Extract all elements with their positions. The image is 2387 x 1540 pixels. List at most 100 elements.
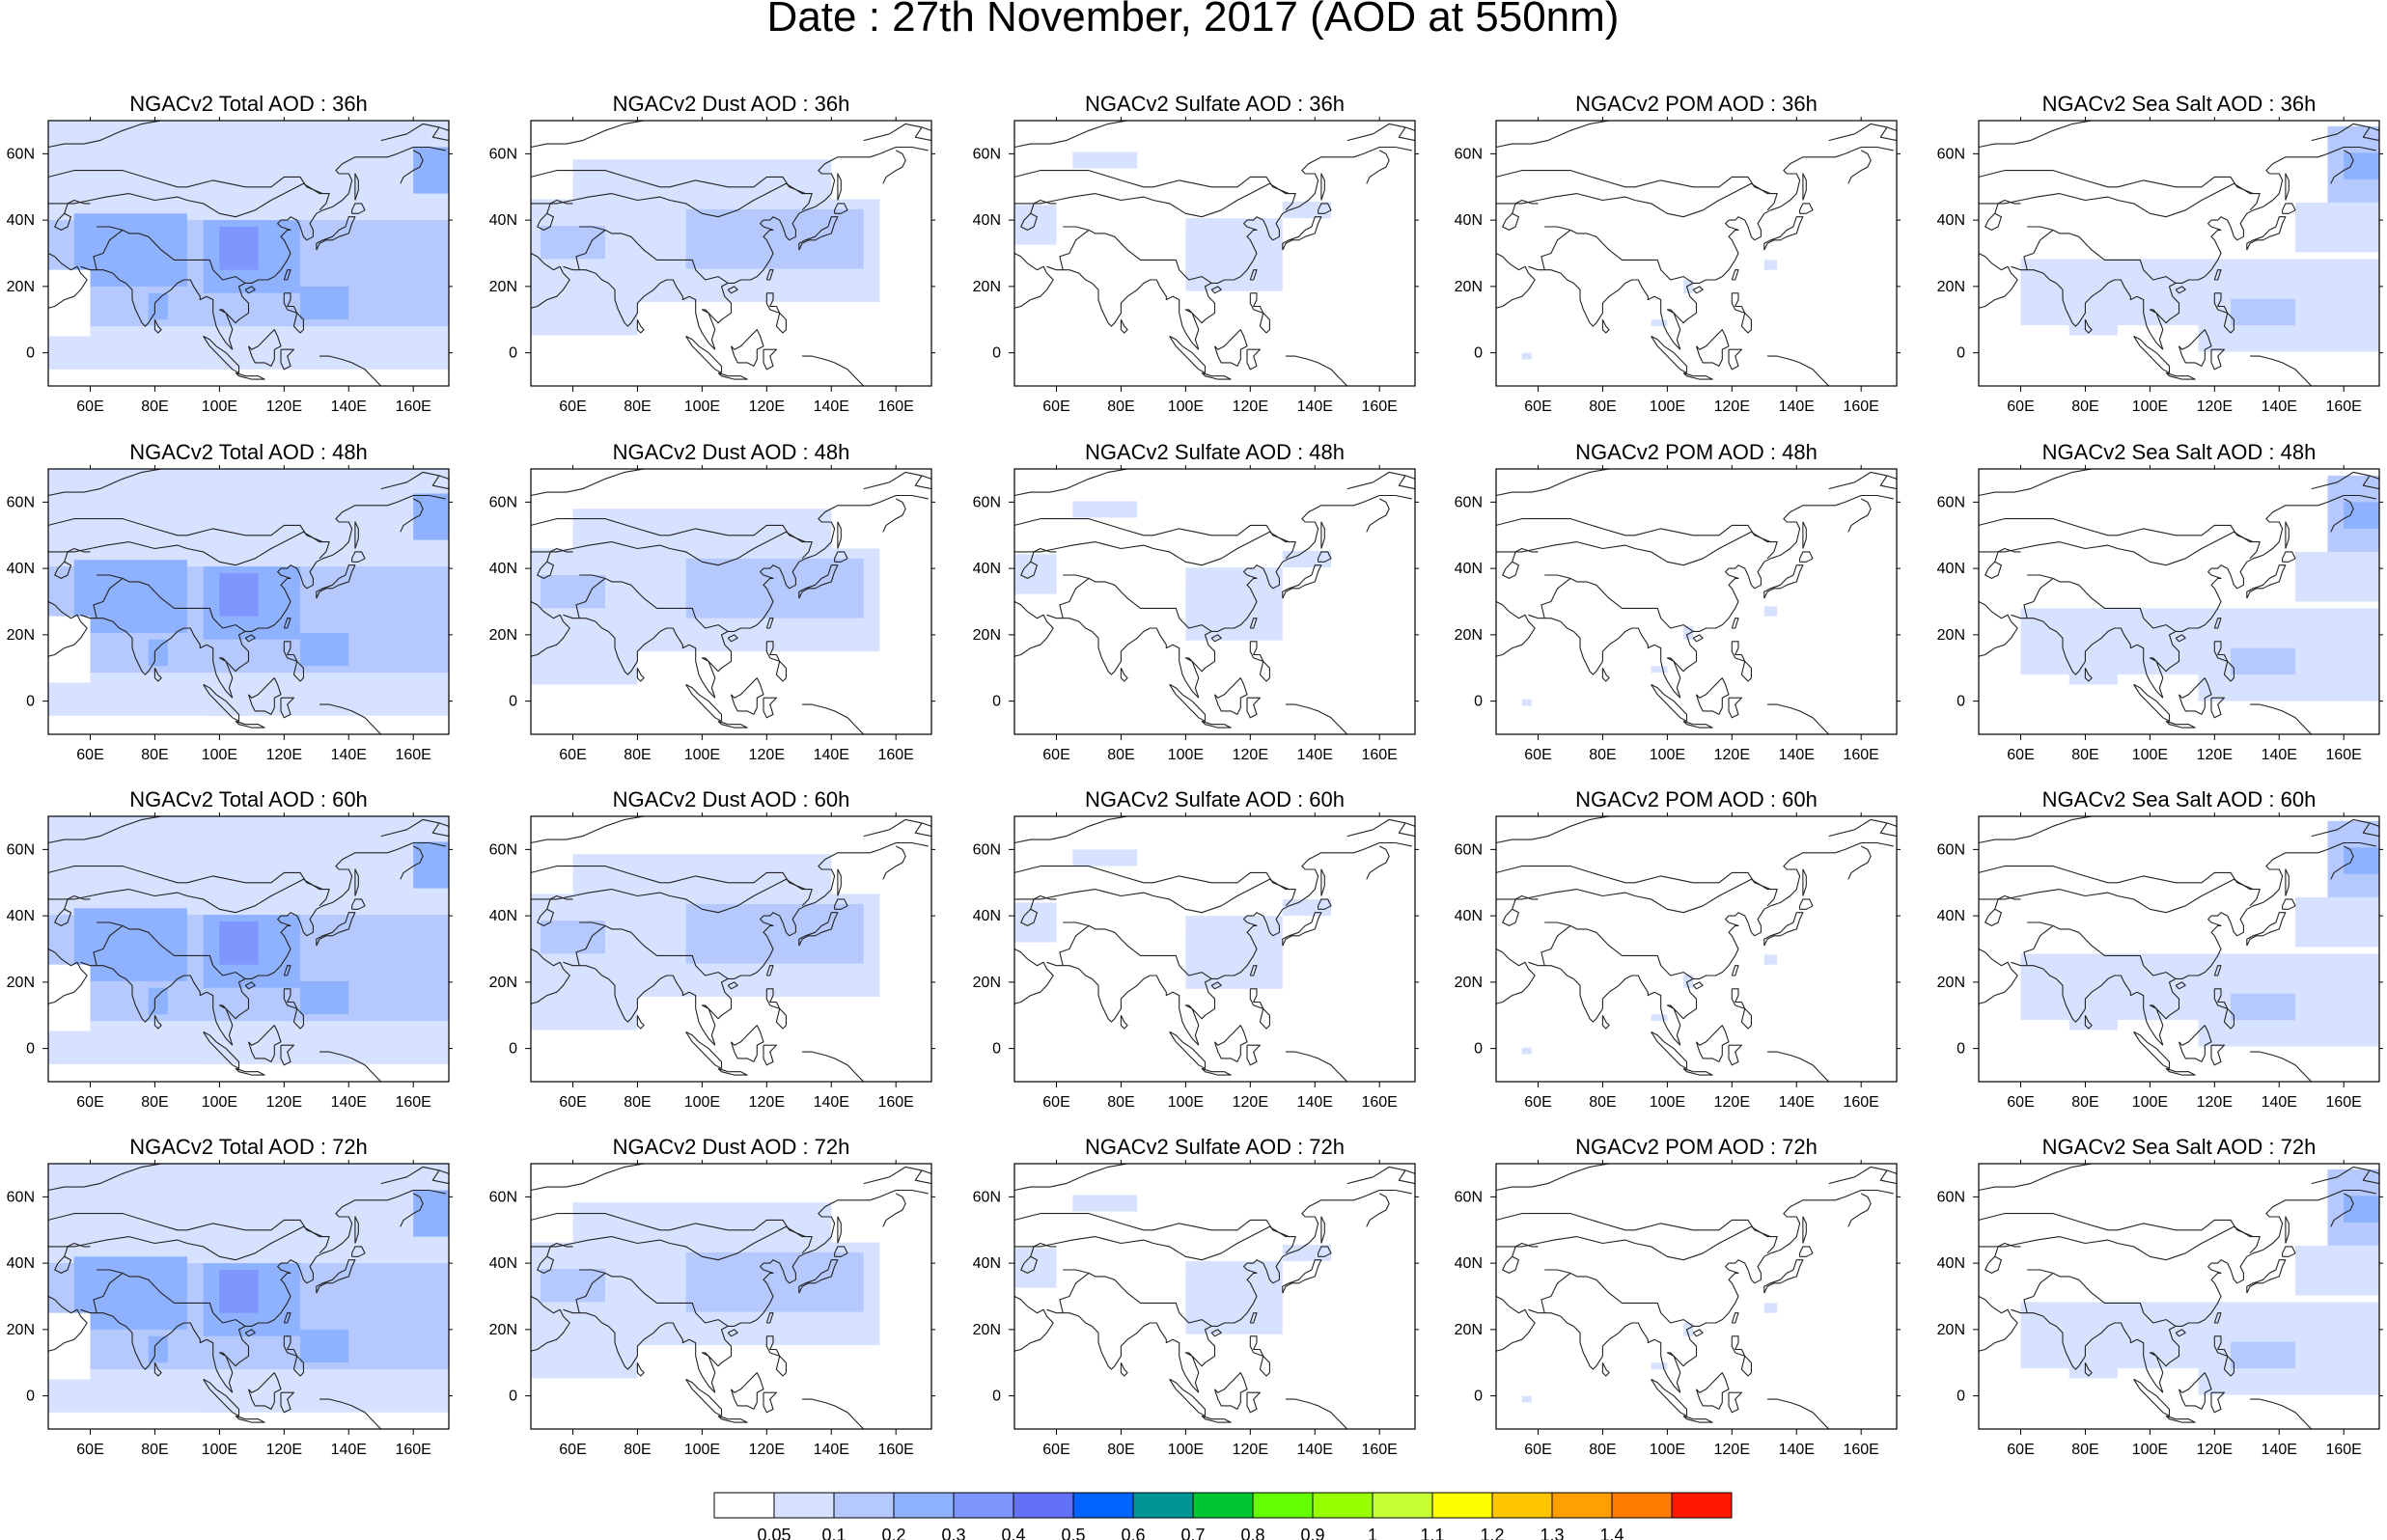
coastline-path xyxy=(351,898,366,910)
aod-region xyxy=(1683,626,1694,640)
coastline-path xyxy=(1014,866,1290,891)
coastline-path xyxy=(1014,601,1054,657)
coastline-path xyxy=(882,1193,906,1227)
colorbar-box xyxy=(773,1492,835,1519)
y-tick-label: 40N xyxy=(489,1255,517,1272)
x-tick-label: 60E xyxy=(1042,1442,1069,1458)
coastline-path xyxy=(2210,697,2225,719)
x-tick-label: 80E xyxy=(1589,1094,1616,1111)
coastline-path xyxy=(914,126,931,142)
aod-region xyxy=(300,632,349,667)
colorbar-box xyxy=(1431,1492,1493,1519)
aod-region xyxy=(1185,916,1283,989)
coastline-path xyxy=(280,348,294,371)
x-tick-label: 80E xyxy=(624,1094,651,1111)
coastline-path xyxy=(1767,355,1830,386)
aod-region xyxy=(572,1202,832,1243)
aod-region xyxy=(1763,1303,1778,1313)
aod-region xyxy=(219,921,259,965)
aod-region xyxy=(1651,666,1668,674)
coastline-path xyxy=(80,1308,234,1393)
coastline-path xyxy=(2149,841,2376,1046)
colorbar-label: 0.9 xyxy=(1300,1526,1324,1540)
coastline-path xyxy=(1763,216,1804,251)
coastline-path xyxy=(54,561,71,579)
coastline-path xyxy=(1802,868,1807,896)
coastline-path xyxy=(1502,212,1519,231)
x-tick-label: 60E xyxy=(559,399,586,415)
coastline-path xyxy=(80,614,234,699)
x-tick-label: 160E xyxy=(395,1442,430,1458)
coastline-path xyxy=(1318,203,1332,214)
coastline-path xyxy=(636,319,645,334)
coastline-path xyxy=(2149,1189,2376,1393)
coastline-path xyxy=(283,1335,298,1357)
coastline-path xyxy=(1320,173,1325,201)
coastline-path xyxy=(283,641,298,662)
map-frame xyxy=(47,1163,450,1430)
coastline-path xyxy=(863,818,931,838)
aod-field xyxy=(2020,1169,2379,1395)
coastline-path xyxy=(685,1031,723,1069)
x-tick-label: 60E xyxy=(76,1442,103,1458)
coastline-path xyxy=(1528,614,1681,699)
coastline-path xyxy=(765,269,774,281)
colorbar-label: 0.5 xyxy=(1061,1526,1085,1540)
coastline-path xyxy=(575,924,606,966)
x-tick-label: 80E xyxy=(2071,1442,2098,1458)
coastline-path xyxy=(1249,269,1258,281)
y-tick-label: 40N xyxy=(1937,1255,1965,1272)
coastline-path xyxy=(537,908,554,926)
aod-field xyxy=(2020,820,2379,1047)
aod-region xyxy=(1651,1362,1668,1370)
coastline-path xyxy=(97,1269,246,1327)
colorbar-label: 0.6 xyxy=(1121,1526,1145,1540)
aod-region xyxy=(219,573,259,617)
x-tick-label: 100E xyxy=(1650,747,1685,763)
y-tick-label: 0 xyxy=(992,694,1001,710)
coastline-path xyxy=(1979,182,2261,218)
coastline-path xyxy=(1014,1213,1290,1238)
coastline-path xyxy=(48,816,162,844)
coastline-path xyxy=(727,634,738,643)
coastline-path xyxy=(351,1246,366,1257)
coastline-path xyxy=(1014,182,1296,218)
aod-field xyxy=(1014,849,1331,989)
coastline-path xyxy=(727,286,738,294)
coastline-path xyxy=(2223,661,2234,682)
x-tick-label: 100E xyxy=(684,1442,720,1458)
coastline-path xyxy=(1246,1391,1261,1414)
coastline-path xyxy=(730,1025,764,1062)
coastline-path xyxy=(1502,1255,1519,1274)
x-tick-label: 60E xyxy=(559,1442,586,1458)
coastline-path xyxy=(431,822,449,838)
coastline-path xyxy=(1666,841,1894,1046)
coastline-path xyxy=(316,912,356,947)
y-tick-label: 20N xyxy=(1455,1322,1483,1338)
colorbar-label: 1.1 xyxy=(1420,1526,1444,1540)
coastline-path xyxy=(1763,564,1804,599)
coastline-path xyxy=(203,1031,240,1069)
coastline-path xyxy=(354,1216,359,1244)
coastline-path xyxy=(579,1269,729,1327)
x-tick-label: 60E xyxy=(1524,747,1551,763)
x-tick-label: 120E xyxy=(1233,1094,1268,1111)
coastline-path xyxy=(283,269,291,281)
colorbar-label: 0.05 xyxy=(757,1526,791,1540)
coastline-path xyxy=(798,912,839,947)
coastline-path xyxy=(1059,1272,1090,1313)
x-tick-label: 60E xyxy=(1042,747,1069,763)
y-tick-label: 60N xyxy=(1455,146,1483,162)
coastline-path xyxy=(2285,1216,2290,1244)
map-frame xyxy=(1978,468,2380,735)
colorbar-box xyxy=(1671,1492,1733,1519)
x-tick-label: 100E xyxy=(202,399,237,415)
coastline-path xyxy=(1014,1296,1054,1352)
coastline-path xyxy=(563,614,716,699)
x-tick-label: 100E xyxy=(1168,1442,1204,1458)
coastline-path xyxy=(380,1166,449,1185)
colorbar-label: 1.2 xyxy=(1480,1526,1504,1540)
y-tick-label: 20N xyxy=(489,279,517,295)
coastline-path xyxy=(2011,265,2164,350)
coastline-path xyxy=(717,720,748,729)
